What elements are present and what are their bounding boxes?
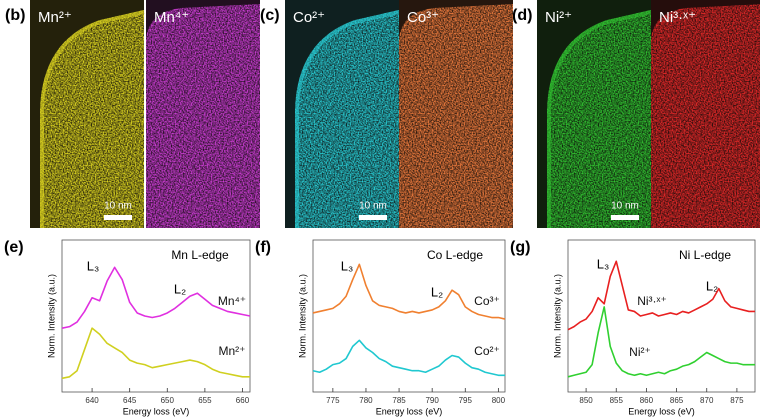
particle: [146, 4, 260, 228]
x-tick-label: 780: [359, 396, 373, 405]
scale-bar: [104, 215, 132, 220]
x-tick-label: 660: [236, 396, 250, 405]
x-tick-label: 655: [198, 396, 212, 405]
particle-fill: [399, 4, 513, 228]
map-label: Ni³·ˣ⁺: [659, 9, 696, 26]
x-tick-label: 785: [392, 396, 406, 405]
figure: (b) Mn²⁺ 10 nm Mn⁴⁺ (c) Co²⁺ 10 nm Co³⁺ (d) Ni²⁺ 1…: [0, 0, 760, 419]
chart-title: Mn L-edge: [171, 248, 229, 262]
map-label: Co²⁺: [293, 9, 325, 26]
x-tick-label: 790: [425, 396, 439, 405]
panel-label: (e): [4, 239, 24, 256]
scale-bar-label: 10 nm: [359, 201, 387, 212]
chart-title: Co L-edge: [427, 248, 483, 262]
scale-bar-label: 10 nm: [104, 201, 132, 212]
particle: [651, 4, 760, 228]
panel-label: (g): [510, 239, 530, 256]
x-axis-label: Energy loss (eV): [628, 406, 695, 416]
series-label: Ni³·ˣ⁺: [637, 294, 667, 308]
panel-label: (f): [255, 239, 271, 256]
y-axis-label: Norm. Intensity (a.u.): [46, 274, 56, 358]
particle-fill: [651, 4, 760, 228]
map-label: Co³⁺: [407, 9, 439, 26]
x-tick-label: 640: [85, 396, 99, 405]
chart-title: Ni L-edge: [679, 248, 731, 262]
y-axis-label: Norm. Intensity (a.u.): [552, 274, 562, 358]
panel-label: (c): [260, 7, 280, 24]
x-tick-label: 645: [123, 396, 137, 405]
series-label: Ni²⁺: [629, 345, 651, 359]
x-tick-label: 850: [579, 396, 593, 405]
x-tick-label: 855: [610, 396, 624, 405]
x-tick-label: 860: [640, 396, 654, 405]
particle-fill: [146, 4, 260, 228]
x-tick-label: 775: [326, 396, 340, 405]
panel-label: (b): [5, 7, 25, 24]
map-label: Mn⁴⁺: [154, 9, 189, 26]
scale-bar: [359, 215, 387, 220]
x-tick-label: 875: [730, 396, 744, 405]
particle: [399, 4, 513, 228]
series-label: Mn⁴⁺: [218, 294, 246, 308]
spectrum-line: [568, 307, 755, 377]
x-axis-label: Energy loss (eV): [123, 406, 190, 416]
peak-label: L₂: [706, 278, 718, 293]
x-tick-label: 870: [700, 396, 714, 405]
x-tick-label: 800: [492, 396, 506, 405]
y-axis-label: Norm. Intensity (a.u.): [297, 274, 307, 358]
peak-label: L₃: [341, 258, 354, 273]
peak-label: L₃: [87, 258, 100, 273]
x-axis-label: Energy loss (eV): [376, 406, 443, 416]
x-tick-label: 865: [670, 396, 684, 405]
series-label: Mn²⁺: [219, 344, 246, 358]
series-label: Co²⁺: [474, 344, 500, 358]
scale-bar-label: 10 nm: [611, 201, 639, 212]
x-tick-label: 650: [161, 396, 175, 405]
peak-label: L₂: [431, 284, 443, 299]
peak-label: L₂: [174, 281, 186, 296]
series-label: Co³⁺: [474, 294, 500, 308]
map-label: Mn²⁺: [38, 9, 72, 26]
peak-label: L₃: [597, 256, 610, 271]
x-tick-label: 795: [459, 396, 473, 405]
map-label: Ni²⁺: [545, 9, 572, 26]
panel-label: (d): [512, 7, 532, 24]
scale-bar: [611, 215, 639, 220]
